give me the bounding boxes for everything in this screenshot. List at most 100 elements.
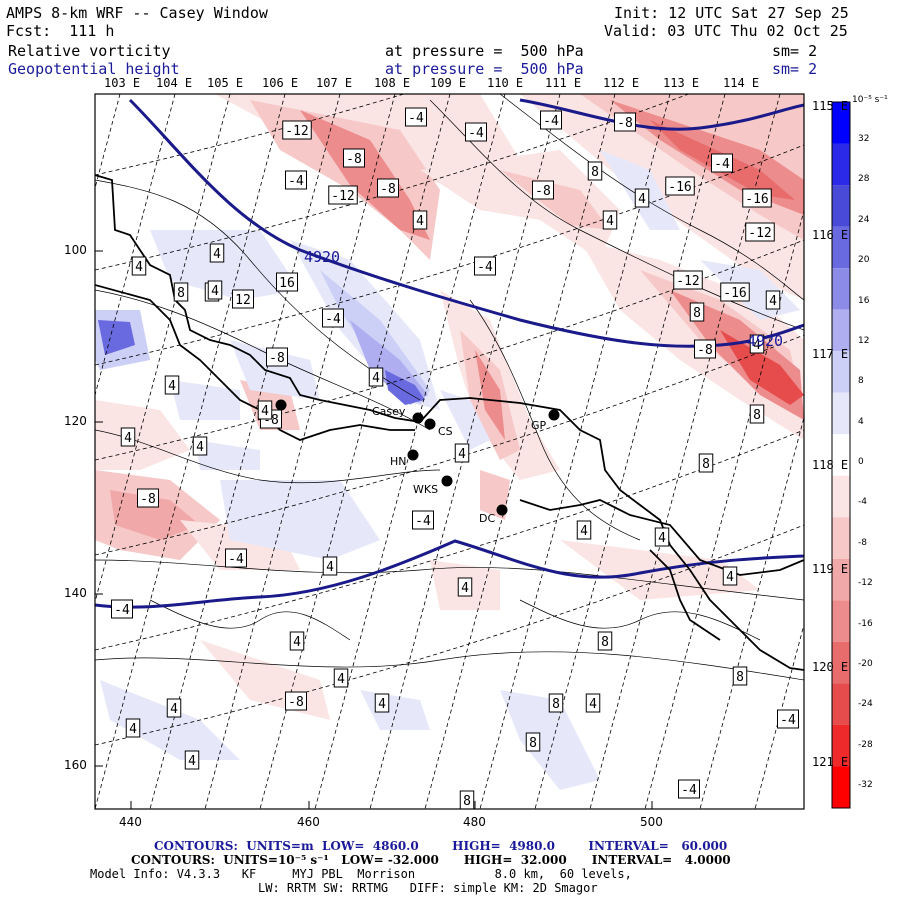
longitude-label-4: 107 E	[316, 76, 353, 90]
x-tick-label-2: 480	[463, 815, 486, 829]
valid-time: Valid: 03 UTC Thu 02 Oct 25	[604, 22, 848, 40]
longitude-label-1: 104 E	[156, 76, 193, 90]
colorbar-segment-8	[832, 434, 850, 476]
svg-text:-8: -8	[380, 182, 396, 197]
vort-label-33: 4	[164, 375, 180, 395]
vort-label-9: 8	[587, 161, 603, 181]
coastline-southeast	[519, 499, 804, 576]
meridian-line	[314, 94, 506, 809]
svg-text:4: 4	[326, 560, 334, 575]
svg-text:4: 4	[378, 697, 386, 712]
vort-label-21: 4	[749, 334, 765, 354]
vort-label-36: 4	[192, 436, 208, 456]
parallel-line	[95, 0, 804, 80]
vort-label-14: -16	[742, 188, 772, 208]
x-tick-label-1: 460	[297, 815, 320, 829]
colorbar-label-0: 32	[858, 134, 870, 144]
vort-label-56: 4	[585, 693, 601, 713]
svg-text:8: 8	[529, 736, 537, 751]
svg-text:8: 8	[591, 165, 599, 180]
svg-text:-16: -16	[723, 286, 746, 301]
longitude-label-6: 109 E	[430, 76, 467, 90]
map-frame	[94, 93, 805, 810]
x-tick-label-0: 440	[119, 815, 142, 829]
svg-text:4: 4	[638, 192, 646, 207]
forecast-hour: Fcst: 111 h	[6, 22, 115, 40]
vort-label-41: -4	[412, 510, 434, 530]
svg-text:4: 4	[213, 247, 221, 262]
vort-label-29: 16	[276, 272, 298, 292]
svg-text:-12: -12	[331, 189, 354, 204]
field2-name: Geopotential height	[8, 60, 180, 78]
svg-text:8: 8	[693, 306, 701, 321]
svg-text:-8: -8	[140, 492, 156, 507]
station-label-hn: HN	[390, 455, 407, 468]
vort-label-12: 4	[634, 188, 650, 208]
colorbar-label-14: -24	[858, 699, 873, 710]
station-marker-wks	[441, 475, 453, 487]
y-tick-label-1: 120	[64, 414, 87, 428]
colorbar-label-4: 16	[858, 295, 870, 306]
vort-label-2: -4	[465, 122, 487, 142]
svg-text:4: 4	[196, 440, 204, 455]
field2-level: at pressure = 500 hPa	[385, 60, 584, 78]
svg-text:4: 4	[753, 338, 761, 353]
svg-text:4: 4	[372, 371, 380, 386]
vort-label-55: 8	[548, 693, 564, 713]
svg-text:-8: -8	[269, 351, 285, 366]
colorbar-label-11: -12	[858, 578, 873, 589]
parallel-line	[95, 94, 690, 271]
right-axis-label-2: 117 E	[812, 347, 849, 361]
field1-level: at pressure = 500 hPa	[385, 42, 584, 60]
vort-label-16: -12	[673, 270, 703, 290]
coastline-west	[95, 284, 415, 441]
colorbar-segment-11	[832, 558, 850, 601]
vort-label-48: 4	[289, 631, 305, 651]
right-axis-label-5: 120 E	[812, 660, 849, 674]
vort-label-7: -8	[377, 178, 399, 198]
vort-label-6: -4	[285, 170, 307, 190]
svg-text:12: 12	[235, 293, 251, 308]
colorbar-segment-2	[832, 185, 850, 227]
pos-band-s2	[500, 690, 600, 790]
neg-band-west-3	[110, 490, 200, 540]
svg-text:-4: -4	[477, 260, 493, 275]
svg-text:-4: -4	[714, 157, 730, 172]
colorbar-label-15: -28	[858, 739, 873, 750]
vort-label-49: 8	[597, 631, 613, 651]
vort-label-47: -4	[111, 599, 133, 619]
pos-band-s1	[100, 680, 240, 760]
vort-label-38: 4	[454, 443, 470, 463]
colorbar-segment-10	[832, 517, 850, 559]
neg-band-north-3	[300, 110, 430, 240]
vort-label-59: 8	[525, 732, 541, 752]
svg-text:8: 8	[601, 635, 609, 650]
axis-ticks	[95, 250, 653, 809]
vort-label-0: -12	[282, 120, 312, 140]
vort-label-65: 4	[602, 210, 618, 230]
parallel-line	[95, 429, 804, 651]
parallel-line	[95, 144, 804, 366]
parallel-line	[95, 239, 804, 461]
vort-label-43: 4	[576, 520, 592, 540]
vort-label-61: -4	[678, 779, 700, 799]
vort-label-44: 4	[654, 527, 670, 547]
svg-text:-4: -4	[468, 126, 484, 141]
vort-label-24: 4	[209, 243, 225, 263]
svg-text:8: 8	[736, 670, 744, 685]
vort-label-31: 4	[368, 367, 384, 387]
height-contour-north-ne	[519, 98, 804, 131]
meridian-line	[0, 94, 65, 809]
svg-text:4: 4	[293, 635, 301, 650]
station-marker-casey	[412, 412, 424, 424]
meridian-line	[204, 94, 396, 809]
colorbar-segment-6	[832, 351, 850, 393]
colorbar-segment-16	[832, 766, 850, 808]
svg-text:4: 4	[580, 524, 588, 539]
longitude-label-5: 108 E	[374, 76, 411, 90]
vort-label-53: 4	[166, 698, 182, 718]
vort-label-50: 4	[333, 668, 349, 688]
meridian-line	[149, 94, 341, 809]
svg-text:-4: -4	[325, 312, 341, 327]
pos-band-c	[170, 380, 240, 420]
